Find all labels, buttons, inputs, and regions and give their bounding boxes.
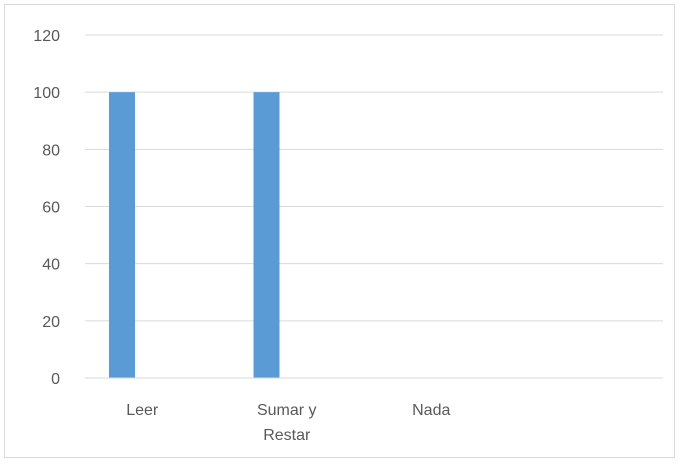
- y-tick-label: 0: [51, 371, 60, 388]
- x-category-label: Sumar y: [257, 402, 317, 419]
- bars: [109, 92, 280, 379]
- y-tick-label: 20: [42, 314, 60, 331]
- y-tick-label: 40: [42, 257, 60, 274]
- bar: [109, 92, 135, 379]
- gridlines: [85, 34, 663, 322]
- y-tick-label: 60: [42, 200, 60, 217]
- bar: [253, 92, 280, 379]
- x-category-label: Nada: [412, 402, 450, 419]
- y-tick-label: 120: [33, 28, 60, 45]
- y-tick-label: 100: [33, 85, 60, 102]
- y-tick-label: 80: [42, 142, 60, 159]
- y-axis-tick-labels: 0 20 40 60 80 100 120: [33, 28, 60, 388]
- x-category-label: Leer: [126, 402, 159, 419]
- x-category-label: Restar: [263, 427, 311, 444]
- x-axis-category-labels: Leer Sumar y Restar Nada: [126, 402, 450, 444]
